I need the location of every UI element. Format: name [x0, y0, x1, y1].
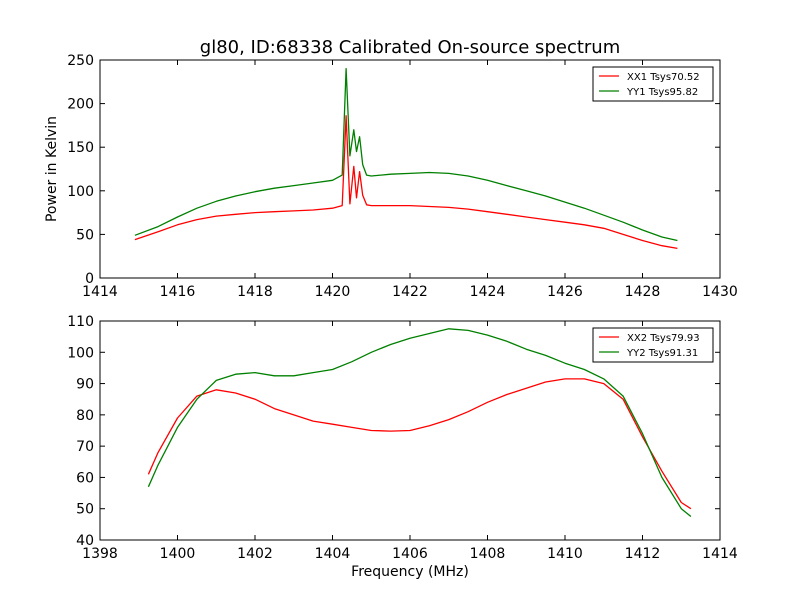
series-line-yy2 — [147, 328, 692, 518]
y-tick-label: 80 — [76, 408, 94, 424]
chart-title: gl80, ID:68338 Calibrated On-source spec… — [200, 37, 620, 58]
y-tick-label: 200 — [67, 97, 94, 113]
x-tick-label: 1400 — [160, 546, 196, 562]
y-tick-label: 0 — [85, 271, 94, 287]
x-tick-label: 1426 — [547, 284, 583, 300]
y-tick-label: 40 — [76, 533, 94, 549]
x-tick-label: 1410 — [547, 546, 583, 562]
legend-box — [592, 66, 714, 102]
y-tick-label: 60 — [76, 470, 94, 486]
legend-label: XX2 Tsys79.93 — [627, 333, 700, 344]
x-tick-label: 1414 — [702, 546, 738, 562]
x-tick-label: 1402 — [237, 546, 273, 562]
y-tick-label: 110 — [67, 314, 94, 330]
x-tick-label: 1414 — [82, 284, 118, 300]
x-tick-label: 1428 — [625, 284, 661, 300]
x-tick-label: 1404 — [315, 546, 351, 562]
x-tick-label: 1422 — [392, 284, 428, 300]
series-line-xx1 — [134, 115, 678, 250]
x-tick-label: 1398 — [82, 546, 118, 562]
top-spectrum-panel: 1414 1416 1418 1420 1422 1424 1426 1428 1430 0 50 1… — [44, 53, 738, 300]
x-tick-label: 1418 — [237, 284, 273, 300]
y-tick-label: 250 — [67, 53, 94, 69]
x-tick-label: 1406 — [392, 546, 428, 562]
x-tick-label: 1424 — [470, 284, 506, 300]
y-tick-label: 100 — [67, 184, 94, 200]
legend-box — [592, 327, 714, 363]
y-tick-label: 90 — [76, 377, 94, 393]
y-tick-label: 150 — [67, 140, 94, 156]
y-axis-label: Power in Kelvin — [44, 116, 60, 222]
legend-label: YY2 Tsys91.31 — [626, 348, 698, 359]
x-tick-label: 1420 — [315, 284, 351, 300]
legend-label: XX1 Tsys70.52 — [627, 72, 700, 83]
y-tick-label: 50 — [76, 227, 94, 243]
x-tick-label: 1412 — [625, 546, 661, 562]
x-tick-label: 1408 — [470, 546, 506, 562]
y-tick-label: 100 — [67, 345, 94, 361]
series-line-xx2 — [147, 378, 692, 510]
legend-label: YY1 Tsys95.82 — [626, 87, 698, 98]
y-tick-label: 70 — [76, 439, 94, 455]
series-line-yy1 — [134, 68, 678, 242]
y-tick-label: 50 — [76, 502, 94, 518]
x-axis-label: Frequency (MHz) — [351, 564, 469, 580]
x-tick-label: 1416 — [160, 284, 196, 300]
x-tick-label: 1430 — [702, 284, 738, 300]
bottom-spectrum-panel: 1398 1400 1402 1404 1406 1408 1410 1412 1414 40 50… — [67, 314, 738, 562]
